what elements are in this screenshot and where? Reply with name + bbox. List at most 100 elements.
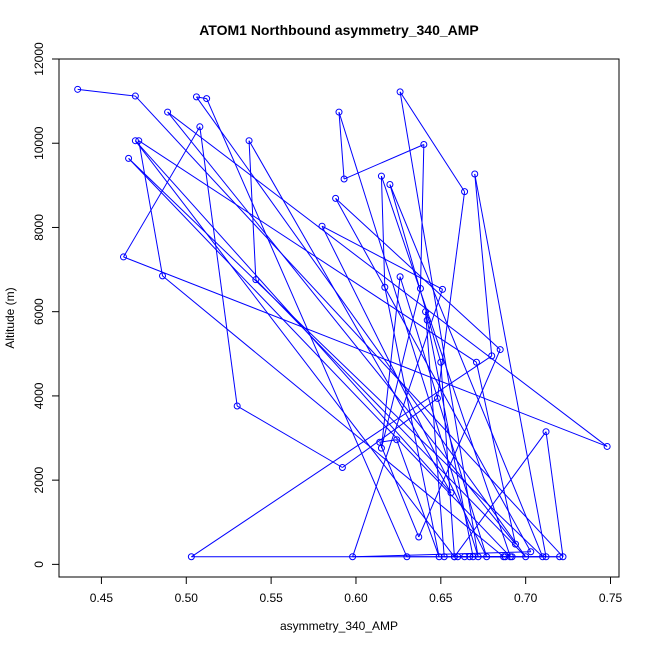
series-segment (474, 173, 547, 557)
series-segment (440, 362, 455, 557)
data-point (187, 553, 195, 561)
y-tick-label: 0 (32, 561, 46, 568)
data-point (203, 95, 211, 103)
series-segment (138, 140, 477, 363)
data-point (119, 253, 127, 261)
series-segment (399, 276, 488, 557)
series-segment (255, 279, 527, 558)
x-tick-label: 0.60 (344, 591, 368, 605)
data-point (332, 194, 340, 202)
data-point (125, 154, 133, 162)
data-point (603, 442, 611, 450)
data-point (416, 285, 424, 293)
chart-title: ATOM1 Northbound asymmetry_340_AMP (199, 22, 479, 38)
series-segment (134, 140, 455, 558)
series-segment (134, 95, 564, 558)
series-segment (426, 320, 474, 557)
series-segment (380, 276, 401, 449)
data-point (542, 553, 550, 561)
series-segment (123, 126, 201, 258)
series-segment (138, 140, 164, 276)
data-point (403, 553, 411, 561)
series-segment (399, 91, 479, 557)
data-point (559, 553, 567, 561)
x-tick-label: 0.50 (175, 591, 199, 605)
data-point (386, 180, 394, 188)
data-point (396, 88, 404, 96)
data-point (447, 489, 455, 497)
x-tick-label: 0.45 (90, 591, 114, 605)
data-point (483, 553, 491, 561)
series-segment (352, 551, 531, 558)
series-segment (380, 175, 511, 557)
data-point (437, 358, 445, 366)
series-segment (475, 362, 516, 545)
data-point (508, 553, 516, 561)
x-axis-title: asymmetry_340_AMP (280, 619, 398, 633)
x-axis: 0.45 0.50 0.55 0.60 0.65 0.70 0.75 (90, 576, 623, 605)
data-point (556, 553, 564, 561)
series-segment (248, 140, 257, 280)
data-point (423, 316, 431, 324)
data-point (420, 140, 428, 148)
data-point (338, 464, 346, 472)
data-point (245, 137, 253, 145)
y-tick-label: 2000 (32, 466, 46, 493)
data-point (164, 108, 172, 116)
data-point (131, 137, 139, 145)
series-segment (389, 184, 544, 557)
series-segment (419, 144, 425, 289)
y-tick-label: 8000 (32, 214, 46, 241)
data-point (131, 92, 139, 100)
data-point (461, 188, 469, 196)
series-segment (236, 405, 343, 468)
y-tick-label: 4000 (32, 382, 46, 409)
series-segment (196, 96, 527, 558)
series-segment (379, 442, 420, 538)
series-segment (380, 176, 386, 288)
series-layer (74, 85, 611, 561)
data-point (233, 402, 241, 410)
series-segment (206, 98, 408, 557)
data-point (376, 438, 384, 446)
series-segment (167, 111, 608, 447)
data-point (440, 553, 448, 561)
data-point (474, 553, 482, 561)
series-segment (123, 256, 608, 447)
series-segment (191, 355, 493, 558)
data-point (469, 553, 477, 561)
series-segment (453, 431, 547, 558)
data-point (511, 540, 519, 548)
series-segment (474, 173, 493, 356)
data-point (196, 123, 204, 131)
data-point (377, 172, 385, 180)
data-point (522, 553, 530, 561)
x-tick-label: 0.65 (429, 591, 453, 605)
data-point (501, 553, 509, 561)
series-segment (396, 439, 440, 557)
series-segment (399, 91, 465, 192)
series-segment (338, 112, 345, 180)
data-point (433, 394, 441, 402)
series-segment (199, 126, 238, 407)
series-segment (418, 349, 501, 538)
series-segment (128, 158, 511, 558)
data-point (542, 428, 550, 436)
data-point (439, 285, 447, 293)
y-axis-title: Altitude (m) (3, 287, 17, 348)
data-point (340, 175, 348, 183)
series-segment (343, 144, 425, 180)
data-point (422, 308, 430, 316)
series-segment (425, 311, 445, 557)
series-segment (545, 431, 564, 557)
data-point (527, 548, 535, 556)
data-point (396, 273, 404, 281)
data-point (74, 85, 82, 93)
series-segment (335, 198, 501, 350)
data-point (393, 436, 401, 444)
series-segment (167, 111, 516, 545)
series-segment (338, 111, 479, 557)
data-point (252, 276, 260, 284)
data-point (135, 137, 143, 145)
